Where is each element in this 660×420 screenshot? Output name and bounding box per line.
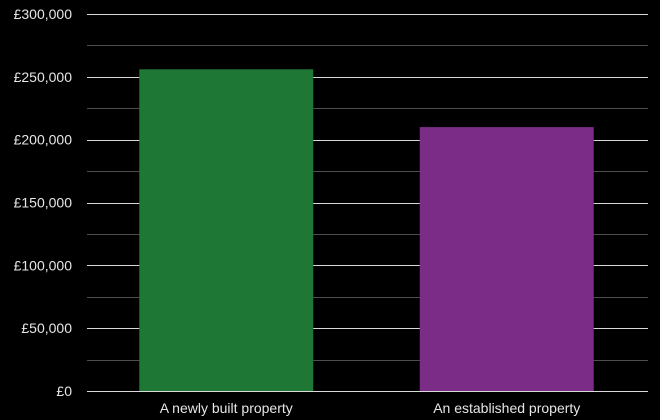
x-axis: A newly built property An established pro… <box>160 400 581 416</box>
y-tick-label: £200,000 <box>14 132 73 148</box>
y-tick-label: £0 <box>56 383 72 399</box>
y-tick-label: £150,000 <box>14 195 73 211</box>
bar-1 <box>139 69 314 391</box>
x-tick-label: A newly built property <box>160 400 293 416</box>
bar-2 <box>419 127 594 391</box>
y-tick-label: £300,000 <box>14 6 73 22</box>
y-tick-label: £250,000 <box>14 69 73 85</box>
bars <box>139 69 594 391</box>
y-axis: £0 £50,000 £100,000 £150,000 £200,000 £250,00… <box>14 6 73 399</box>
y-tick-label: £100,000 <box>14 257 73 273</box>
x-tick-label: An established property <box>433 400 580 416</box>
y-tick-label: £50,000 <box>21 320 72 336</box>
